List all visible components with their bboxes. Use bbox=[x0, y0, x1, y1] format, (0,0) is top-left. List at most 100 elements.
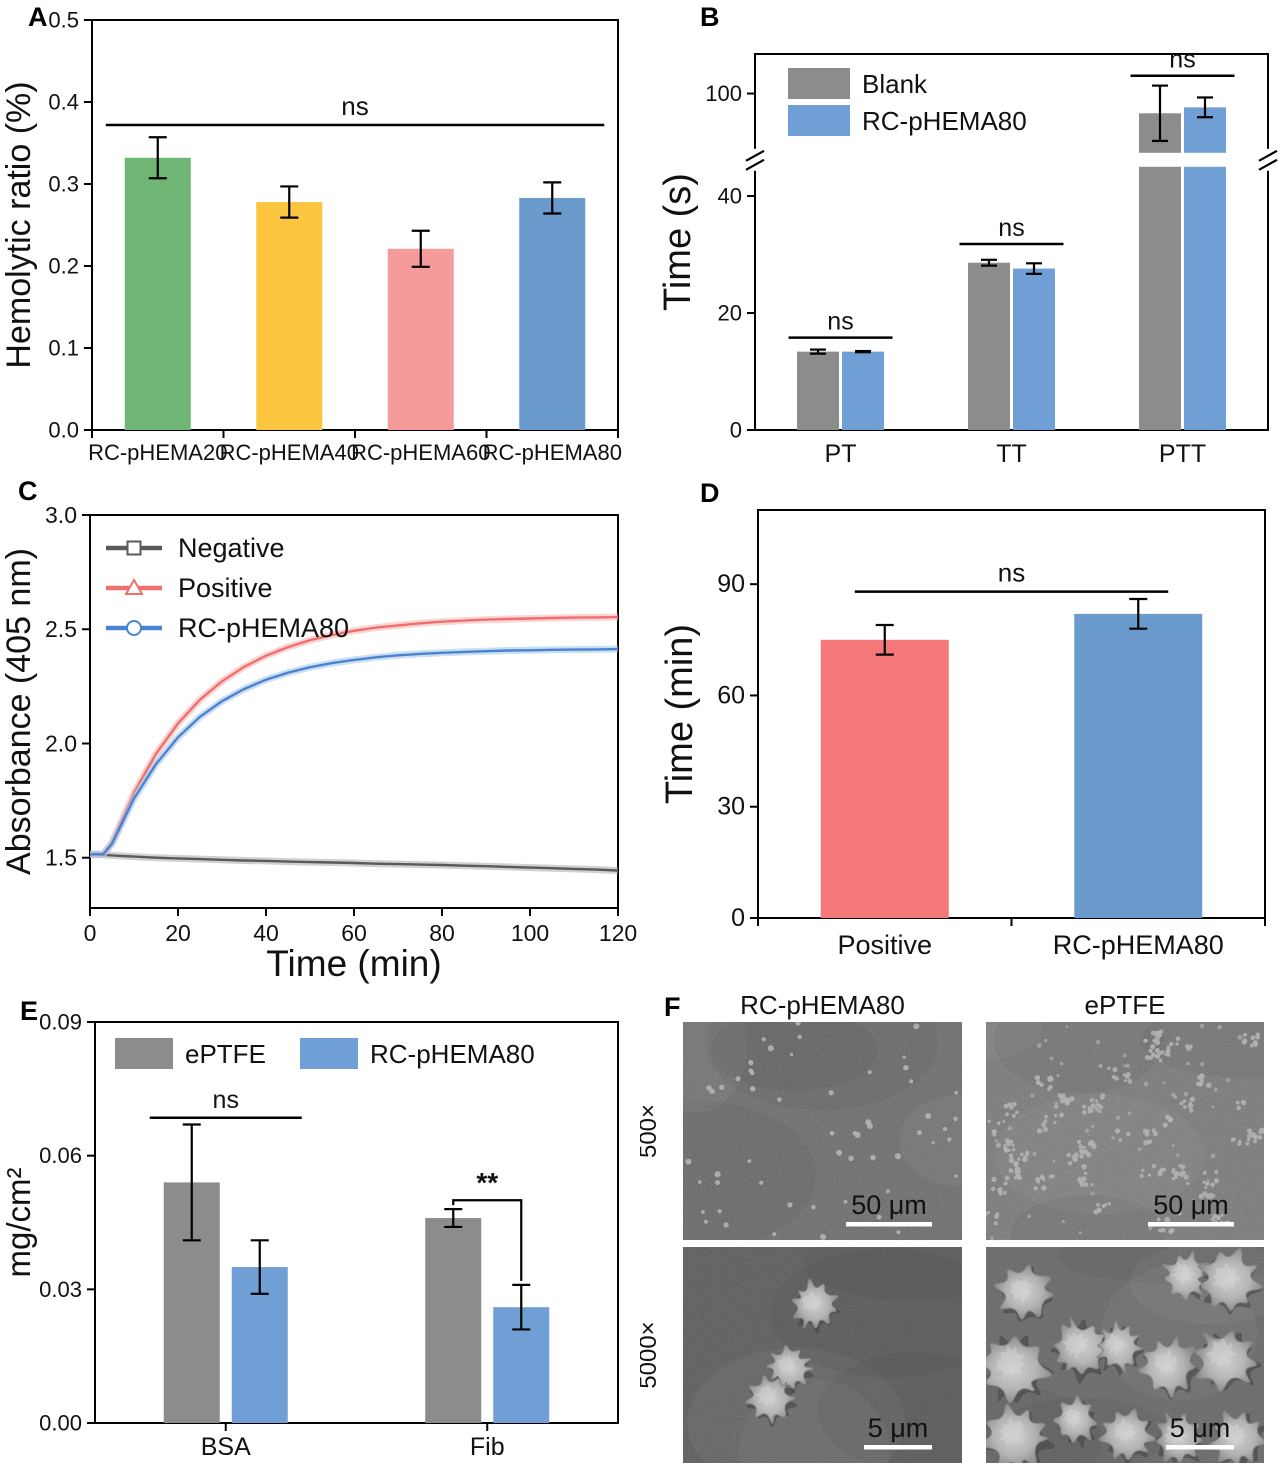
legend-swatch-Blank bbox=[788, 68, 850, 99]
x-axis bbox=[757, 918, 1266, 926]
legend-swatch-ePTFE bbox=[115, 1038, 173, 1069]
y-tick-label: 0.1 bbox=[48, 336, 79, 361]
sem-grain bbox=[986, 1022, 1264, 1240]
ns-label: ns bbox=[213, 1086, 239, 1114]
ns-label: ns bbox=[998, 558, 1025, 588]
y-tick-label: 1.5 bbox=[45, 845, 77, 871]
y-tick-label: 100 bbox=[705, 81, 742, 106]
bar-Positive bbox=[820, 639, 949, 918]
error-bar bbox=[1197, 96, 1213, 119]
panel-f-letter: F bbox=[664, 992, 681, 1022]
error-bar bbox=[543, 181, 562, 215]
y-axis: 0.00 0.03 0.06 0.09 bbox=[39, 1010, 95, 1436]
plot-border bbox=[89, 514, 619, 909]
panel-a-letter: A bbox=[28, 2, 48, 32]
y-tick-label: 0.09 bbox=[39, 1010, 82, 1035]
scale-bar bbox=[1166, 1445, 1234, 1450]
axis-break-mark bbox=[1258, 148, 1278, 171]
sem-grain bbox=[683, 1247, 962, 1463]
line bbox=[745, 149, 765, 162]
scale-bar-label: 50 μm bbox=[1153, 1190, 1229, 1220]
x-tick-label: 60 bbox=[341, 920, 367, 946]
panel-b-letter: B bbox=[700, 2, 720, 32]
error-bar bbox=[444, 1208, 463, 1229]
x-category-label: RC-pHEMA40 bbox=[220, 440, 359, 465]
scale-bar-label: 5 μm bbox=[1170, 1413, 1231, 1443]
error-bar bbox=[182, 1123, 201, 1242]
bar-TT-RC-pHEMA80 bbox=[1013, 268, 1055, 430]
panel-d-clotting-time: D 0 30 60 90 Positive RC-pHEMA80 ns Time (min) bbox=[640, 470, 1280, 990]
error-bar bbox=[148, 136, 167, 180]
x-category-label: RC-pHEMA20 bbox=[88, 440, 227, 465]
platelet-dot bbox=[986, 1213, 987, 1217]
x-category-label: TT bbox=[996, 440, 1027, 468]
y-tick-label: 0.2 bbox=[48, 254, 79, 279]
x-axis: BSA Fib bbox=[201, 1423, 505, 1461]
ns-annotation: ns bbox=[959, 214, 1064, 246]
legend: Blank RC-pHEMA80 bbox=[788, 68, 1027, 136]
x-category-label: RC-pHEMA80 bbox=[483, 440, 622, 465]
x-axis bbox=[91, 430, 619, 438]
error-bar bbox=[280, 185, 299, 219]
x-category-label: PT bbox=[825, 440, 857, 468]
sem-image-ep5000: 5 μm bbox=[986, 1247, 1264, 1463]
panel-e-protein-adsorption: E 0.00 0.03 0.06 0.09 BSA Fib ns ** ePTFE RC-pHEM… bbox=[0, 990, 640, 1468]
error-bar bbox=[810, 348, 826, 355]
error-bar bbox=[1026, 262, 1042, 275]
panel-f-sem-images: F RC-pHEMA80 ePTFE 500× 5000× 50 μm 50 μm 5 μm… bbox=[640, 990, 1280, 1468]
legend-swatch-RC-pHEMA80 bbox=[300, 1038, 358, 1069]
y-tick-label: 60 bbox=[717, 681, 745, 709]
legend-label: RC-pHEMA80 bbox=[862, 106, 1027, 136]
bars bbox=[797, 84, 1226, 431]
error-bar bbox=[1152, 84, 1168, 143]
y-axis-title: Absorbance (405 nm) bbox=[0, 548, 38, 875]
ns-label: ns bbox=[998, 214, 1024, 242]
bar-PT-RC-pHEMA80 bbox=[842, 351, 884, 430]
legend: Negative Positive RC-pHEMA80 bbox=[106, 533, 349, 643]
row-label: 5000× bbox=[640, 1321, 662, 1388]
series-line-Positive bbox=[90, 615, 619, 856]
series-band-RC-pHEMA80 bbox=[90, 645, 619, 858]
bar-Fib-ePTFE bbox=[425, 1218, 482, 1423]
legend-marker-circle bbox=[126, 620, 142, 636]
ns-annotation: ns bbox=[105, 91, 605, 127]
bar-PT-Blank bbox=[797, 351, 839, 430]
error-bar bbox=[981, 258, 997, 267]
chart-b-clotting-times: 0 20 40 100 PT TT PTT ns ns ns Blank RC-pHEMA80 Time… bbox=[657, 46, 1278, 468]
axis-break-mark bbox=[745, 148, 765, 171]
error-bar bbox=[875, 623, 894, 656]
legend-label: Blank bbox=[862, 69, 928, 99]
y-tick-label: 0.4 bbox=[48, 90, 79, 115]
y-tick-label: 0.5 bbox=[48, 8, 79, 33]
scale-bar bbox=[864, 1445, 932, 1450]
error-bar bbox=[250, 1239, 269, 1295]
error-bar bbox=[512, 1283, 531, 1331]
x-axis-title: Time (min) bbox=[266, 943, 441, 984]
x-category-label: RC-pHEMA80 bbox=[1053, 930, 1224, 960]
bar-PTT-Blank-lower bbox=[1139, 166, 1181, 431]
ns-annotation: ns bbox=[1130, 46, 1235, 77]
platelet-dot bbox=[978, 1221, 983, 1226]
bars bbox=[820, 597, 1203, 918]
bar-PTT-RC-pHEMA80-lower bbox=[1184, 166, 1226, 431]
y-axis-title: mg/cm² bbox=[0, 1168, 37, 1278]
series-line-RC-pHEMA80 bbox=[90, 647, 619, 856]
scale-bar bbox=[1148, 1222, 1234, 1227]
y-axis: 0 20 40 100 bbox=[705, 81, 755, 443]
row-label: 500× bbox=[640, 1104, 662, 1158]
x-tick-label: 120 bbox=[599, 920, 637, 946]
sem-image-rc5000: 5 μm bbox=[683, 1247, 962, 1463]
y-axis: 0.0 0.1 0.2 0.3 0.4 0.5 bbox=[48, 8, 92, 443]
y-tick-label: 2.5 bbox=[45, 616, 77, 642]
legend-label: Negative bbox=[178, 533, 285, 563]
chart-c-absorbance-kinetics: 1.5 2.0 2.5 3.0 0 20 40 60 80 100 120 Negative Posit… bbox=[0, 502, 637, 984]
y-tick-label: 0.03 bbox=[39, 1277, 82, 1302]
sem-grain bbox=[986, 1247, 1264, 1463]
y-tick-label: 0.0 bbox=[48, 418, 79, 443]
bar-RC-pHEMA80 bbox=[1074, 613, 1203, 918]
error-bar bbox=[1129, 597, 1148, 630]
panel-e-letter: E bbox=[20, 996, 39, 1026]
panel-d-letter: D bbox=[700, 478, 720, 508]
x-category-label: BSA bbox=[201, 1433, 251, 1461]
x-category-label: Positive bbox=[837, 930, 932, 960]
